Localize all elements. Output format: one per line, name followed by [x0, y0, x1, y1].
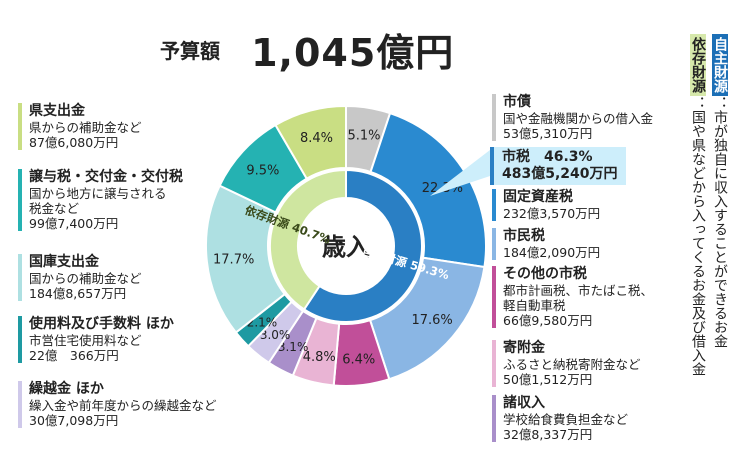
label-title: その他の市税: [503, 266, 587, 282]
label-title: 諸収入: [503, 395, 545, 411]
label-title: 国庫支出金: [29, 254, 99, 270]
slice-label-10: 8.4%: [300, 131, 333, 146]
label-desc: 学校給食費負担金など: [503, 412, 629, 427]
label-title: 市税 46.3%: [502, 149, 593, 165]
legend-dep-text: ：国や県などから入ってくるお金及び借入金: [690, 96, 706, 376]
label-kurikoshi: 繰越金 ほか 繰入金や前年度からの繰越金など 30億7,098万円: [18, 381, 217, 428]
inner-ring-1: [269, 168, 347, 311]
label-amount: 66億9,580万円: [503, 313, 593, 328]
slice-label-4: 4.8%: [303, 350, 336, 365]
label-title: 固定資産税: [503, 189, 573, 205]
label-desc2: 軽自動車税: [503, 298, 566, 313]
label-amount: 50億1,512万円: [503, 372, 593, 387]
legend-dep: 依存財源：国や県などから入ってくるお金及び借入金: [690, 34, 706, 376]
slice-label-0: 5.1%: [348, 128, 381, 143]
label-title: 使用料及び手数料 ほか: [29, 316, 174, 332]
label-kokko: 国庫支出金 国からの補助金など 184億8,657万円: [18, 254, 142, 301]
label-shisai: 市債 国や金融機関からの借入金 53億5,310万円: [492, 94, 653, 141]
slice-label-3: 6.4%: [342, 352, 375, 367]
slice-1: [369, 111, 487, 269]
label-shimin: 市民税 184億2,090万円: [492, 228, 600, 260]
shizei-pointer: [430, 150, 490, 196]
page-title: 予算額 1,045億円: [160, 22, 454, 77]
slice-10: [274, 104, 347, 180]
center-disc: [300, 200, 392, 292]
legend-own: 自主財源：市が独自に収入することができるお金: [712, 34, 728, 348]
label-amount: 22億 366万円: [29, 348, 119, 363]
label-amount: 184億8,657万円: [29, 286, 127, 301]
label-desc: 国からの補助金など: [29, 271, 142, 286]
label-amount: 30億7,098万円: [29, 413, 119, 428]
label-desc: ふるさと納税寄附金など: [503, 357, 641, 372]
label-title: 寄附金: [503, 340, 545, 356]
label-kifu: 寄附金 ふるさと納税寄附金など 50億1,512万円: [492, 340, 641, 387]
slice-label-9: 9.5%: [246, 163, 279, 178]
label-sho: 諸収入 学校給食費負担金など 32億8,337万円: [492, 395, 628, 442]
title-label: 予算額: [160, 39, 220, 63]
legend-own-head: 自主財源: [712, 34, 728, 96]
legend-dep-head: 依存財源: [690, 34, 706, 96]
title-value: 1,045億円: [251, 31, 455, 75]
label-sonota: その他の市税 都市計画税、市たばこ税、 軽自動車税 66億9,580万円: [492, 266, 653, 328]
label-joyo: 譲与税・交付金・交付税 国から地方に譲与される 税金など 99億7,400万円: [18, 169, 183, 231]
label-amount: 232億3,570万円: [503, 206, 601, 221]
slice-label-2: 17.6%: [411, 313, 452, 328]
label-amount: 87億6,080万円: [29, 135, 119, 150]
label-amount: 53億5,310万円: [503, 126, 593, 141]
label-title: 繰越金 ほか: [29, 381, 104, 397]
label-title: 県支出金: [29, 103, 85, 119]
legend-own-text: ：市が独自に収入することができるお金: [712, 96, 728, 348]
slice-label-6: 3.0%: [260, 328, 291, 342]
label-title: 市民税: [503, 228, 545, 244]
slice-label-8: 17.7%: [213, 252, 254, 267]
label-desc: 都市計画税、市たばこ税、: [503, 283, 654, 298]
label-desc: 繰入金や前年度からの繰越金など: [29, 398, 217, 413]
label-desc: 県からの補助金など: [29, 120, 142, 135]
label-kotei: 固定資産税 232億3,570万円: [492, 189, 600, 221]
label-title: 市債: [503, 94, 531, 110]
label-ken: 県支出金 県からの補助金など 87億6,080万円: [18, 103, 142, 150]
label-amount: 32億8,337万円: [503, 427, 593, 442]
label-desc: 国から地方に譲与される: [29, 186, 167, 201]
label-shiyo: 使用料及び手数料 ほか 市営住宅使用料など 22億 366万円: [18, 316, 174, 363]
label-desc: 市営住宅使用料など: [29, 333, 142, 348]
label-desc2: 税金など: [29, 201, 80, 216]
label-amount: 184億2,090万円: [503, 245, 601, 260]
inner-ring-0: [302, 168, 423, 323]
label-amount: 483億5,240万円: [502, 166, 618, 182]
slice-label-5: 3.1%: [278, 340, 309, 354]
label-shizei: 市税 46.3% 483億5,240万円: [490, 147, 626, 185]
center-label: 歳入: [322, 233, 370, 261]
label-desc: 国や金融機関からの借入金: [503, 111, 654, 126]
label-amount: 99億7,400万円: [29, 216, 119, 231]
label-title: 譲与税・交付金・交付税: [29, 169, 183, 185]
